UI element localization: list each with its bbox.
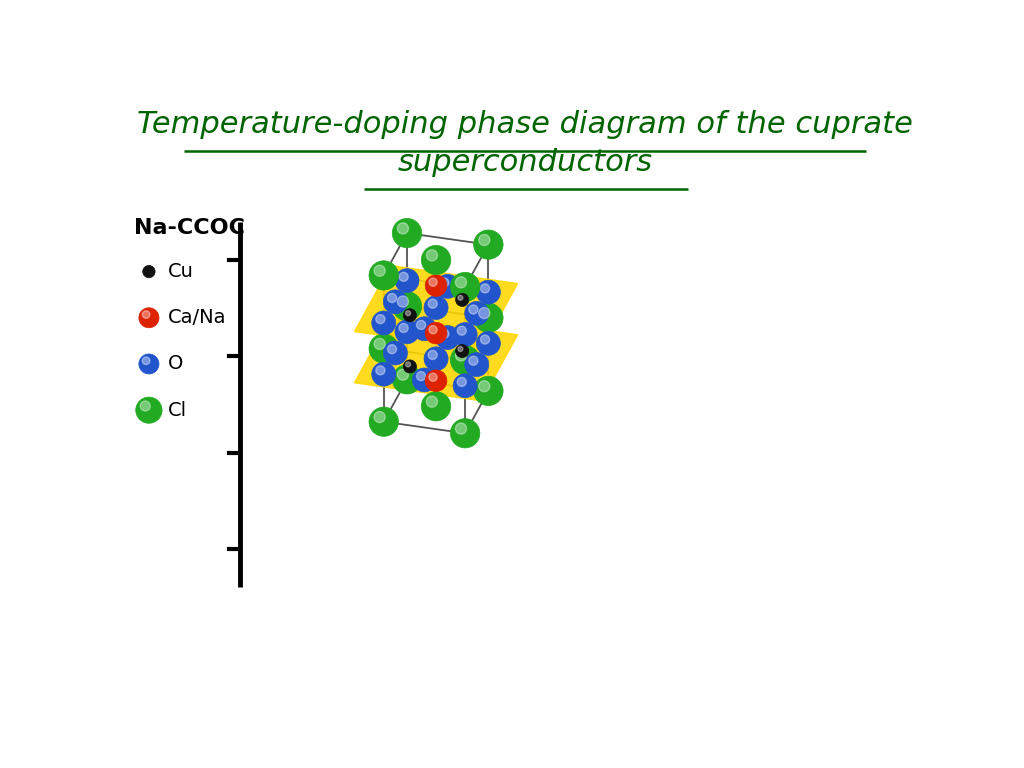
Text: Cl: Cl <box>168 401 187 419</box>
Circle shape <box>451 273 480 302</box>
Circle shape <box>376 315 385 323</box>
Circle shape <box>457 326 466 336</box>
Circle shape <box>439 329 449 339</box>
Circle shape <box>465 353 488 376</box>
Text: Temperature-doping phase diagram of the cuprate: Temperature-doping phase diagram of the … <box>137 110 912 139</box>
Circle shape <box>403 309 417 322</box>
Circle shape <box>399 323 409 333</box>
Circle shape <box>372 362 395 386</box>
Circle shape <box>478 307 489 319</box>
Circle shape <box>474 230 503 260</box>
Circle shape <box>392 365 422 394</box>
Circle shape <box>139 354 159 374</box>
Circle shape <box>369 334 398 363</box>
Circle shape <box>392 292 422 321</box>
Polygon shape <box>354 316 518 401</box>
Circle shape <box>372 311 395 335</box>
Circle shape <box>392 218 422 248</box>
Circle shape <box>451 419 480 448</box>
Circle shape <box>374 412 385 422</box>
Circle shape <box>395 269 419 293</box>
Circle shape <box>374 265 385 276</box>
Circle shape <box>421 392 451 421</box>
Circle shape <box>413 317 436 341</box>
Circle shape <box>142 357 150 365</box>
Circle shape <box>383 290 408 313</box>
Circle shape <box>424 296 449 319</box>
Circle shape <box>435 326 460 349</box>
Circle shape <box>456 345 469 358</box>
Circle shape <box>387 345 396 354</box>
Circle shape <box>474 376 503 406</box>
Circle shape <box>428 300 437 308</box>
Circle shape <box>426 396 437 407</box>
Circle shape <box>458 295 463 300</box>
Circle shape <box>456 423 467 434</box>
Circle shape <box>369 407 398 436</box>
Circle shape <box>428 350 437 359</box>
Circle shape <box>140 401 151 411</box>
Circle shape <box>457 377 466 386</box>
Circle shape <box>439 278 449 287</box>
Circle shape <box>425 323 446 344</box>
Circle shape <box>424 347 449 371</box>
Circle shape <box>397 223 409 234</box>
Circle shape <box>417 320 426 329</box>
Text: O: O <box>168 355 183 373</box>
Circle shape <box>421 246 451 275</box>
Circle shape <box>456 276 467 288</box>
Circle shape <box>406 362 411 367</box>
Circle shape <box>456 350 467 361</box>
Circle shape <box>399 273 409 281</box>
Circle shape <box>395 320 419 344</box>
Circle shape <box>369 261 398 290</box>
Circle shape <box>476 280 501 304</box>
Circle shape <box>453 323 477 346</box>
Circle shape <box>469 356 478 366</box>
Text: Ca/Na: Ca/Na <box>168 308 226 327</box>
Circle shape <box>142 266 155 278</box>
Circle shape <box>429 326 437 334</box>
Circle shape <box>397 369 409 380</box>
Circle shape <box>426 250 437 261</box>
Circle shape <box>374 339 385 349</box>
Circle shape <box>435 274 460 298</box>
Circle shape <box>413 368 436 392</box>
Circle shape <box>429 278 437 286</box>
Circle shape <box>451 346 480 375</box>
Circle shape <box>387 293 396 303</box>
Circle shape <box>406 311 411 316</box>
Circle shape <box>383 341 408 365</box>
Text: Cu: Cu <box>168 262 195 281</box>
Circle shape <box>456 293 469 306</box>
Circle shape <box>429 373 437 382</box>
Polygon shape <box>354 266 518 349</box>
Text: Na-CCOC: Na-CCOC <box>134 217 245 237</box>
Circle shape <box>453 374 477 398</box>
Circle shape <box>139 308 159 328</box>
Circle shape <box>425 275 446 296</box>
Circle shape <box>465 301 488 326</box>
Circle shape <box>469 305 478 314</box>
Circle shape <box>403 360 417 373</box>
Circle shape <box>397 296 409 307</box>
Circle shape <box>476 332 501 356</box>
Circle shape <box>136 397 162 423</box>
Circle shape <box>478 381 489 392</box>
Circle shape <box>417 372 426 381</box>
Text: superconductors: superconductors <box>397 148 652 177</box>
Circle shape <box>480 335 489 344</box>
Circle shape <box>142 311 150 319</box>
Circle shape <box>376 366 385 375</box>
Circle shape <box>474 303 503 333</box>
Circle shape <box>478 234 489 246</box>
Circle shape <box>480 284 489 293</box>
Circle shape <box>458 346 463 352</box>
Circle shape <box>425 370 446 392</box>
